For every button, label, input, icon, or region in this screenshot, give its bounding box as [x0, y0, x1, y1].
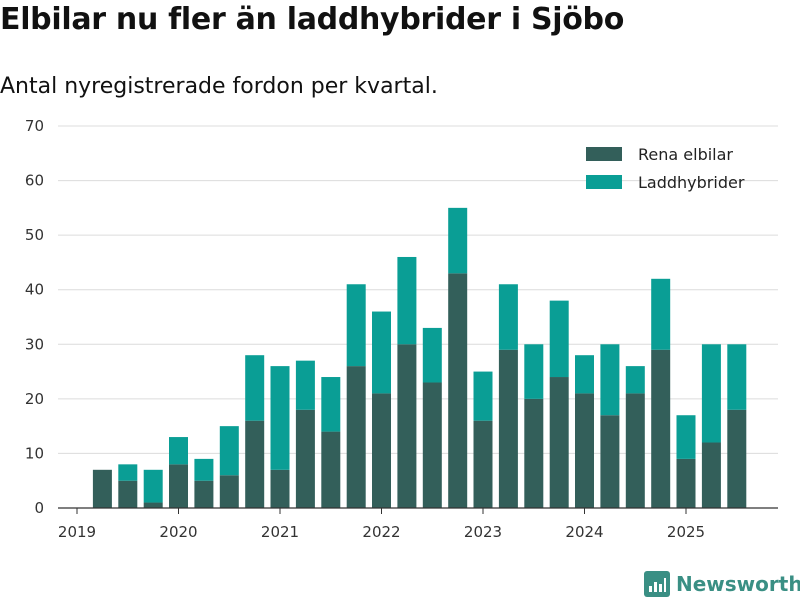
bar-rena-elbilar	[676, 458, 696, 508]
bar-laddhybrider	[194, 458, 214, 481]
legend-label: Laddhybrider	[638, 173, 745, 192]
bar-rena-elbilar	[321, 431, 341, 508]
bar-laddhybrider	[321, 377, 341, 432]
bar-rena-elbilar	[473, 420, 493, 508]
newsworthy-logo-icon	[644, 571, 670, 597]
x-tick-label: 2020	[159, 523, 197, 541]
bar-rena-elbilar	[219, 475, 239, 508]
chart-subtitle: Antal nyregistrerade fordon per kvartal.	[0, 74, 438, 99]
y-tick-label: 20	[25, 390, 44, 408]
bar-laddhybrider	[245, 355, 265, 421]
x-tick-label: 2025	[667, 523, 705, 541]
bar-laddhybrider	[346, 284, 366, 367]
bar-rena-elbilar	[600, 415, 620, 508]
bar-laddhybrider	[448, 207, 468, 274]
legend: Rena elbilar Laddhybrider	[586, 145, 745, 192]
newsworthy-brand: Newsworthy	[644, 568, 800, 600]
bar-laddhybrider	[270, 366, 290, 470]
legend-swatch	[586, 147, 622, 161]
bar-laddhybrider	[397, 256, 417, 345]
bar-laddhybrider	[118, 464, 138, 481]
bar-rena-elbilar	[169, 464, 188, 508]
bar-rena-elbilar	[245, 420, 265, 508]
y-axis-labels: 0 10 20 30 40 50 60 70	[25, 117, 44, 517]
bar-laddhybrider	[372, 311, 391, 394]
bar-laddhybrider	[143, 469, 163, 503]
y-tick-label: 30	[25, 335, 44, 353]
bar-rena-elbilar	[549, 377, 569, 508]
x-tick-label: 2021	[261, 523, 299, 541]
bar-rena-elbilar	[346, 366, 366, 508]
bar-laddhybrider	[524, 344, 544, 399]
bar-laddhybrider	[549, 300, 569, 378]
bar-rena-elbilar	[727, 409, 747, 508]
bar-laddhybrider	[219, 426, 239, 476]
bar-laddhybrider	[600, 344, 620, 416]
bar-rena-elbilar	[372, 393, 391, 508]
bar-rena-elbilar	[448, 273, 468, 508]
bar-rena-elbilar	[118, 480, 138, 508]
bar-rena-elbilar	[651, 349, 671, 508]
bar-rena-elbilar	[143, 502, 163, 508]
x-tick-label: 2024	[565, 523, 603, 541]
y-tick-label: 70	[25, 117, 44, 135]
x-tick-label: 2023	[464, 523, 502, 541]
bar-rena-elbilar	[625, 393, 645, 508]
x-tick-label: 2019	[58, 523, 96, 541]
bar-laddhybrider	[625, 366, 645, 394]
y-tick-label: 0	[34, 499, 44, 517]
bar-laddhybrider	[701, 344, 721, 443]
bar-laddhybrider	[575, 355, 594, 394]
bar-rena-elbilar	[295, 409, 315, 508]
y-tick-label: 10	[25, 444, 44, 462]
bar-laddhybrider	[498, 284, 518, 350]
bar-rena-elbilar	[194, 480, 214, 508]
bar-rena-elbilar	[397, 344, 417, 508]
y-tick-label: 50	[25, 226, 44, 244]
bar-rena-elbilar	[92, 469, 112, 508]
y-tick-label: 40	[25, 281, 44, 299]
bar-laddhybrider	[676, 415, 696, 459]
bars	[92, 207, 747, 508]
bar-laddhybrider	[169, 437, 188, 465]
bar-laddhybrider	[422, 327, 442, 383]
legend-label: Rena elbilar	[638, 145, 733, 164]
legend-swatch	[586, 175, 622, 189]
bar-rena-elbilar	[524, 398, 544, 508]
x-axis: 2019 2020 2021 2022 2023 2024 2025	[58, 507, 778, 541]
bar-laddhybrider	[295, 360, 315, 410]
y-tick-label: 60	[25, 172, 44, 190]
bar-laddhybrider	[473, 371, 493, 421]
bar-rena-elbilar	[701, 442, 721, 508]
brand-name: Newsworthy	[676, 572, 800, 596]
bar-rena-elbilar	[270, 469, 290, 508]
bar-laddhybrider	[651, 278, 671, 350]
bar-rena-elbilar	[575, 393, 594, 508]
bar-rena-elbilar	[422, 382, 442, 508]
bar-rena-elbilar	[498, 349, 518, 508]
chart-title: Elbilar nu fler än laddhybrider i Sjöbo	[0, 2, 625, 37]
x-tick-label: 2022	[362, 523, 400, 541]
bar-laddhybrider	[727, 344, 747, 410]
